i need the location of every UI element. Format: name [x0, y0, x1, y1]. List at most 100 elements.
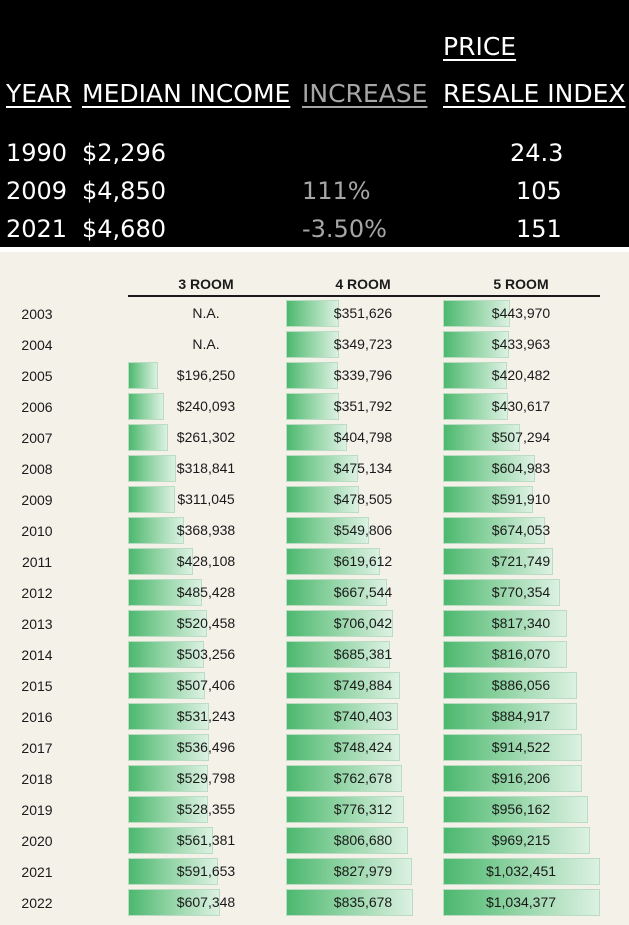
year-label-2004: 2004 — [21, 337, 53, 353]
bar-4-room-2010 — [286, 517, 369, 544]
bar-4-room-2021 — [286, 858, 412, 885]
bar-4-room-2011 — [286, 548, 380, 575]
bar-3-room-2005 — [128, 362, 158, 389]
value-label-4-room-2012: $667,544 — [333, 584, 393, 600]
value-label-3-room-2004: N.A. — [192, 336, 220, 352]
value-label-3-room-2022: $607,348 — [176, 894, 236, 910]
bar-4-room-2015 — [286, 672, 400, 699]
value-label-3-room-2016: $531,243 — [176, 708, 236, 724]
year-label-2003: 2003 — [21, 306, 53, 322]
bar-3-room-2022 — [128, 889, 220, 916]
row-1-index: 24.3 — [510, 139, 564, 167]
value-label-3-room-2020: $561,381 — [176, 832, 236, 848]
header-increase: INCREASE — [302, 79, 428, 108]
value-label-5-room-2009: $591,910 — [491, 491, 551, 507]
year-label-2017: 2017 — [21, 740, 53, 756]
year-label-2020: 2020 — [21, 833, 53, 849]
value-label-4-room-2014: $685,381 — [333, 646, 393, 662]
bar-5-room-2015 — [443, 672, 577, 699]
bar-4-room-2005 — [286, 362, 338, 389]
year-label-2008: 2008 — [21, 461, 53, 477]
value-label-4-room-2006: $351,792 — [333, 398, 393, 414]
bar-5-room-2020 — [443, 827, 590, 854]
year-label-2006: 2006 — [21, 399, 53, 415]
value-label-4-room-2021: $827,979 — [333, 863, 393, 879]
bar-5-room-2016 — [443, 703, 577, 730]
bar-3-room-2018 — [128, 765, 208, 792]
header-rule — [128, 295, 600, 297]
price-chart: 3 ROOM 4 ROOM 5 ROOM 2003 N.A. $351,626 $44… — [0, 252, 629, 925]
value-label-5-room-2014: $816,070 — [491, 646, 551, 662]
value-label-3-room-2007: $261,302 — [176, 429, 236, 445]
year-label-2014: 2014 — [21, 647, 53, 663]
bar-3-room-2011 — [128, 548, 193, 575]
value-label-3-room-2005: $196,250 — [176, 367, 236, 383]
year-label-2010: 2010 — [21, 523, 53, 539]
bar-3-room-2006 — [128, 393, 164, 420]
value-label-3-room-2019: $528,355 — [176, 801, 236, 817]
summary-table: YEAR MEDIAN INCOME INCREASE PRICE RESALE… — [0, 0, 629, 247]
value-label-5-room-2017: $914,522 — [491, 739, 551, 755]
value-label-3-room-2008: $318,841 — [176, 460, 236, 476]
year-label-2022: 2022 — [21, 895, 53, 911]
value-label-5-room-2010: $674,053 — [491, 522, 551, 538]
header-median-income: MEDIAN INCOME — [82, 79, 291, 108]
bar-4-room-2020 — [286, 827, 408, 854]
value-label-4-room-2009: $478,505 — [333, 491, 393, 507]
bar-4-room-2016 — [286, 703, 398, 730]
row-1-year: 1990 — [6, 139, 68, 167]
value-label-3-room-2011: $428,108 — [176, 553, 236, 569]
bar-5-room-2004 — [443, 331, 509, 358]
bar-4-room-2018 — [286, 765, 402, 792]
value-label-3-room-2017: $536,496 — [176, 739, 236, 755]
bar-5-room-2013 — [443, 610, 567, 637]
value-label-4-room-2007: $404,798 — [333, 429, 393, 445]
bar-5-room-2005 — [443, 362, 507, 389]
bar-5-room-2006 — [443, 393, 508, 420]
value-label-4-room-2017: $748,424 — [333, 739, 393, 755]
row-3-income: $4,680 — [82, 215, 166, 243]
bar-area: 2003 N.A. $351,626 $443,970 2004 N.A. $349,723… — [0, 252, 629, 925]
bar-5-room-2018 — [443, 765, 582, 792]
bar-5-room-2008 — [443, 455, 535, 482]
value-label-5-room-2012: $770,354 — [491, 584, 551, 600]
bar-4-room-2022 — [286, 889, 413, 916]
value-label-3-room-2010: $368,938 — [176, 522, 236, 538]
value-label-4-room-2019: $776,312 — [333, 801, 393, 817]
bar-4-room-2013 — [286, 610, 393, 637]
year-label-2005: 2005 — [21, 368, 53, 384]
year-label-2013: 2013 — [21, 616, 53, 632]
column-header-3-room: 3 ROOM — [178, 276, 234, 292]
bar-3-room-2020 — [128, 827, 213, 854]
row-2-increase: 111% — [302, 177, 371, 205]
bar-4-room-2009 — [286, 486, 359, 513]
value-label-4-room-2004: $349,723 — [333, 336, 393, 352]
year-label-2011: 2011 — [21, 554, 53, 570]
header-year: YEAR — [6, 79, 72, 108]
value-label-5-room-2020: $969,215 — [491, 832, 551, 848]
year-label-2018: 2018 — [21, 771, 53, 787]
row-2-income: $4,850 — [82, 177, 166, 205]
year-label-2015: 2015 — [21, 678, 53, 694]
bar-5-room-2007 — [443, 424, 520, 451]
column-header-4-room: 4 ROOM — [335, 276, 391, 292]
year-label-2012: 2012 — [21, 585, 53, 601]
bar-5-room-2014 — [443, 641, 567, 668]
value-label-3-room-2013: $520,458 — [176, 615, 236, 631]
row-1-income: $2,296 — [82, 139, 166, 167]
value-label-5-room-2016: $884,917 — [491, 708, 551, 724]
bar-5-room-2009 — [443, 486, 533, 513]
bar-3-room-2021 — [128, 858, 218, 885]
bar-5-room-2022 — [443, 889, 600, 916]
value-label-5-room-2013: $817,340 — [491, 615, 551, 631]
bar-5-room-2017 — [443, 734, 582, 761]
bar-5-room-2003 — [443, 300, 510, 327]
value-label-3-room-2009: $311,045 — [177, 491, 235, 507]
value-label-4-room-2018: $762,678 — [333, 770, 393, 786]
bar-4-room-2003 — [286, 300, 339, 327]
value-label-4-room-2013: $706,042 — [333, 615, 393, 631]
value-label-5-room-2022: $1,034,377 — [485, 894, 557, 910]
year-label-2009: 2009 — [21, 492, 53, 508]
bar-3-room-2010 — [128, 517, 184, 544]
bar-3-room-2016 — [128, 703, 209, 730]
